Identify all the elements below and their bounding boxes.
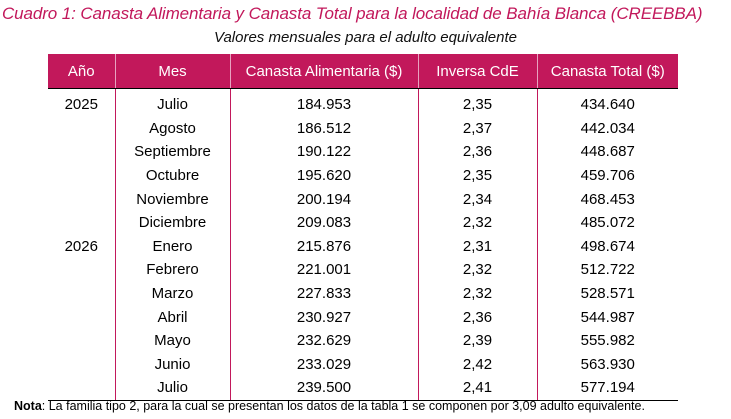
- cell-year: [48, 305, 115, 329]
- cell-food-basket: 227.833: [229, 281, 418, 306]
- table-row: Junio 233.029 2,42 563.930: [48, 352, 678, 377]
- cell-month: Septiembre: [114, 140, 230, 164]
- cell-month: Julio: [114, 88, 230, 117]
- cell-food-basket: 209.083: [229, 210, 418, 235]
- table-title: Cuadro 1: Canasta Alimentaria y Canasta …: [2, 4, 703, 23]
- table-row: Abril 230.927 2,36 544.987: [48, 305, 678, 329]
- cell-month: Mayo: [114, 328, 230, 353]
- cell-food-basket: 200.194: [229, 187, 418, 211]
- cell-month: Febrero: [114, 258, 230, 282]
- cell-total-basket: 434.640: [536, 88, 678, 117]
- cell-food-basket: 186.512: [229, 116, 418, 141]
- cell-total-basket: 512.722: [536, 258, 678, 282]
- cell-food-basket: 215.876: [229, 234, 418, 259]
- footnote-label: Nota: [14, 399, 42, 413]
- cell-food-basket: 221.001: [229, 258, 418, 282]
- cell-month: Junio: [114, 352, 230, 377]
- cell-year: [48, 353, 115, 377]
- table-row: Mayo 232.629 2,39 555.982: [48, 328, 678, 353]
- cell-month: Agosto: [114, 116, 230, 141]
- cell-month: Octubre: [114, 163, 230, 188]
- cell-year: [48, 187, 115, 211]
- cell-inverse-cde: 2,35: [417, 88, 537, 117]
- cell-total-basket: 442.034: [536, 116, 678, 141]
- cell-total-basket: 468.453: [536, 187, 678, 211]
- cell-year: [48, 258, 115, 282]
- cell-year: [48, 140, 115, 164]
- cell-month: Noviembre: [114, 187, 230, 211]
- cell-year: [48, 164, 115, 188]
- table-row: Octubre 195.620 2,35 459.706: [48, 163, 678, 188]
- cell-inverse-cde: 2,32: [417, 258, 537, 282]
- table-row: Febrero 221.001 2,32 512.722: [48, 258, 678, 282]
- column-header-food-basket: Canasta Alimentaria ($): [229, 54, 418, 89]
- cell-year: 2025: [64, 96, 98, 114]
- table-row: Julio 239.500 2,41 577.194: [48, 376, 678, 401]
- cell-total-basket: 555.982: [536, 328, 678, 353]
- cell-inverse-cde: 2,32: [417, 210, 537, 235]
- table-row: Agosto 186.512 2,37 442.034: [48, 116, 678, 141]
- cell-month: Enero: [114, 234, 230, 259]
- table-row: Marzo 227.833 2,32 528.571: [48, 281, 678, 306]
- table-row: Diciembre 209.083 2,32 485.072: [48, 210, 678, 235]
- cell-total-basket: 498.674: [536, 234, 678, 259]
- cell-inverse-cde: 2,31: [417, 234, 537, 259]
- cell-inverse-cde: 2,36: [417, 140, 537, 164]
- footnote-text: : La familia tipo 2, para la cual se pre…: [41, 399, 645, 413]
- cell-year: [48, 376, 115, 401]
- cell-total-basket: 544.987: [536, 305, 678, 329]
- table-row: Noviembre 200.194 2,34 468.453: [48, 187, 678, 211]
- footnote: Nota: La familia tipo 2, para la cual se…: [14, 399, 645, 413]
- cell-total-basket: 528.571: [536, 281, 678, 306]
- cell-year: [48, 329, 115, 353]
- cell-food-basket: 239.500: [229, 376, 418, 401]
- cell-inverse-cde: 2,34: [417, 187, 537, 211]
- cell-year: [48, 117, 115, 141]
- cell-inverse-cde: 2,37: [417, 116, 537, 141]
- cell-food-basket: 230.927: [229, 305, 418, 329]
- cell-food-basket: 195.620: [229, 163, 418, 188]
- basket-table: Año Mes Canasta Alimentaria ($) Inversa …: [48, 54, 678, 401]
- table-header-row: Año Mes Canasta Alimentaria ($) Inversa …: [48, 54, 678, 89]
- table-row: 2025 Julio 184.953 2,35 434.640: [48, 88, 678, 117]
- cell-month: Diciembre: [114, 210, 230, 235]
- cell-inverse-cde: 2,39: [417, 328, 537, 353]
- cell-total-basket: 485.072: [536, 210, 678, 235]
- table-body: 2025 Julio 184.953 2,35 434.640 Agosto 186.512…: [48, 88, 678, 401]
- cell-total-basket: 563.930: [536, 352, 678, 377]
- cell-inverse-cde: 2,41: [417, 376, 537, 401]
- column-header-inverse-cde: Inversa CdE: [417, 54, 537, 89]
- cell-inverse-cde: 2,36: [417, 305, 537, 329]
- cell-month: Marzo: [114, 281, 230, 306]
- cell-month: Abril: [114, 305, 230, 329]
- cell-food-basket: 232.629: [229, 328, 418, 353]
- cell-total-basket: 577.194: [536, 376, 678, 401]
- cell-total-basket: 448.687: [536, 140, 678, 164]
- cell-total-basket: 459.706: [536, 163, 678, 188]
- cell-year: 2026: [64, 237, 98, 255]
- cell-food-basket: 190.122: [229, 140, 418, 164]
- table-row: 2026 Enero 215.876 2,31 498.674: [48, 234, 678, 259]
- cell-food-basket: 184.953: [229, 88, 418, 117]
- cell-month: Julio: [114, 376, 230, 401]
- cell-year: [48, 282, 115, 306]
- cell-inverse-cde: 2,32: [417, 281, 537, 306]
- column-header-year: Año: [48, 54, 115, 89]
- table-subtitle: Valores mensuales para el adulto equival…: [214, 29, 517, 46]
- cell-inverse-cde: 2,35: [417, 163, 537, 188]
- cell-food-basket: 233.029: [229, 352, 418, 377]
- table-row: Septiembre 190.122 2,36 448.687: [48, 140, 678, 164]
- cell-year: [48, 211, 115, 235]
- cell-inverse-cde: 2,42: [417, 352, 537, 377]
- column-header-total-basket: Canasta Total ($): [536, 54, 678, 89]
- column-header-month: Mes: [114, 54, 230, 89]
